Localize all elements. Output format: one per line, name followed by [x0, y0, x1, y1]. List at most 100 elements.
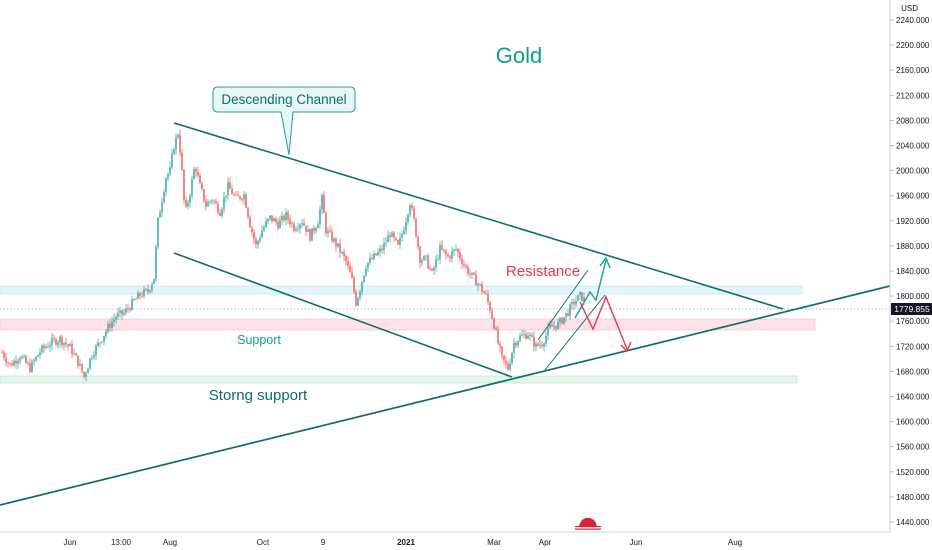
candle-body [1, 352, 3, 354]
candle-body [393, 232, 395, 238]
candle-body [323, 194, 325, 214]
candle-body [235, 194, 237, 196]
candle-body [455, 248, 457, 250]
candle-body [229, 181, 231, 189]
price-axis: 2240.000 2200.000 2160.000 2120.000 2080.000… [890, 16, 930, 527]
candle-body [583, 296, 585, 302]
candle-body [499, 343, 501, 347]
candle-body [377, 251, 379, 256]
x-tick-label: Jun [64, 538, 77, 547]
candle-body [449, 256, 451, 259]
candle-body [299, 224, 301, 229]
candle-body [335, 238, 337, 247]
candle-body [543, 343, 545, 347]
candle-body [169, 167, 171, 174]
last-price-badge[interactable] [891, 303, 932, 315]
candle-body [467, 266, 469, 274]
x-tick-label: Aug [728, 538, 742, 547]
candle-body [365, 268, 367, 276]
candle-body [101, 341, 103, 343]
y-tick-label: 1760.000 [896, 317, 930, 326]
candle-body [361, 282, 363, 292]
candle-body [51, 338, 53, 346]
candle-body [371, 257, 373, 260]
candle-body [47, 346, 49, 348]
candle-body [91, 357, 93, 359]
candle-body [199, 175, 201, 184]
candle-body [197, 171, 199, 176]
candle-body [147, 289, 149, 292]
candle-body [31, 361, 33, 372]
candle-body [327, 230, 329, 234]
candle-body [485, 293, 487, 294]
candle-body [271, 215, 273, 222]
candle-body [131, 299, 133, 310]
candle-body [347, 261, 349, 266]
y-tick-label: 2000.000 [896, 167, 930, 176]
candle-body [183, 169, 185, 200]
candle-body [325, 213, 327, 234]
candle-body [489, 301, 491, 311]
candle-body [513, 343, 515, 353]
candle-body [11, 363, 13, 366]
y-tick-label: 1600.000 [896, 418, 930, 427]
candle-body [567, 313, 569, 316]
candle-body [49, 345, 51, 348]
candle-body [331, 231, 333, 242]
candle-body [43, 345, 45, 349]
candle-body [75, 353, 77, 356]
candle-body [457, 248, 459, 253]
candle-body [297, 228, 299, 230]
candle-body [187, 202, 189, 207]
x-tick-label: 13:00 [111, 538, 132, 547]
candle-body [529, 334, 531, 336]
candle-body [419, 246, 421, 263]
chart-title: Gold [496, 43, 542, 68]
candle-body [307, 229, 309, 232]
candle-body [185, 199, 187, 207]
candle-body [563, 317, 565, 324]
candle-body [321, 194, 323, 210]
candle-body [59, 336, 61, 343]
candle-body [479, 283, 481, 285]
candle-body [341, 252, 343, 253]
x-tick-label: Mar [487, 538, 501, 547]
long-term-trendline [0, 285, 891, 506]
candle-body [525, 334, 527, 339]
candle-body [417, 236, 419, 247]
candle-body [439, 245, 441, 259]
candle-body [459, 252, 461, 259]
y-tick-label: 1640.000 [896, 393, 930, 402]
price-candles [1, 129, 585, 381]
candle-body [571, 301, 573, 305]
candle-body [105, 331, 107, 337]
candle-body [285, 212, 287, 221]
candle-body [175, 137, 177, 150]
candle-body [7, 362, 9, 364]
bullish-arrowhead-icon [599, 256, 611, 269]
candle-body [209, 201, 211, 203]
time-axis: Jun 13:00 Aug Oct 9 2021 Mar Apr Jun Aug [64, 538, 743, 547]
candle-body [3, 352, 5, 358]
candle-body [153, 278, 155, 285]
candle-body [41, 345, 43, 353]
candle-body [107, 323, 109, 332]
candle-body [405, 221, 407, 231]
candle-body [551, 324, 553, 327]
candle-body [279, 220, 281, 229]
last-price-text: 1779.855 [894, 304, 930, 314]
candle-body [337, 243, 339, 247]
candle-body [501, 346, 503, 356]
candle-body [469, 273, 471, 275]
candle-body [491, 310, 493, 319]
candle-body [251, 227, 253, 233]
candle-body [143, 289, 145, 297]
candle-body [161, 202, 163, 213]
candle-body [37, 355, 39, 357]
bearish-arrowhead-icon [620, 341, 632, 353]
candle-body [373, 253, 375, 260]
candle-body [403, 230, 405, 235]
candle-body [259, 237, 261, 241]
candle-body [177, 134, 179, 138]
candle-body [409, 205, 411, 215]
